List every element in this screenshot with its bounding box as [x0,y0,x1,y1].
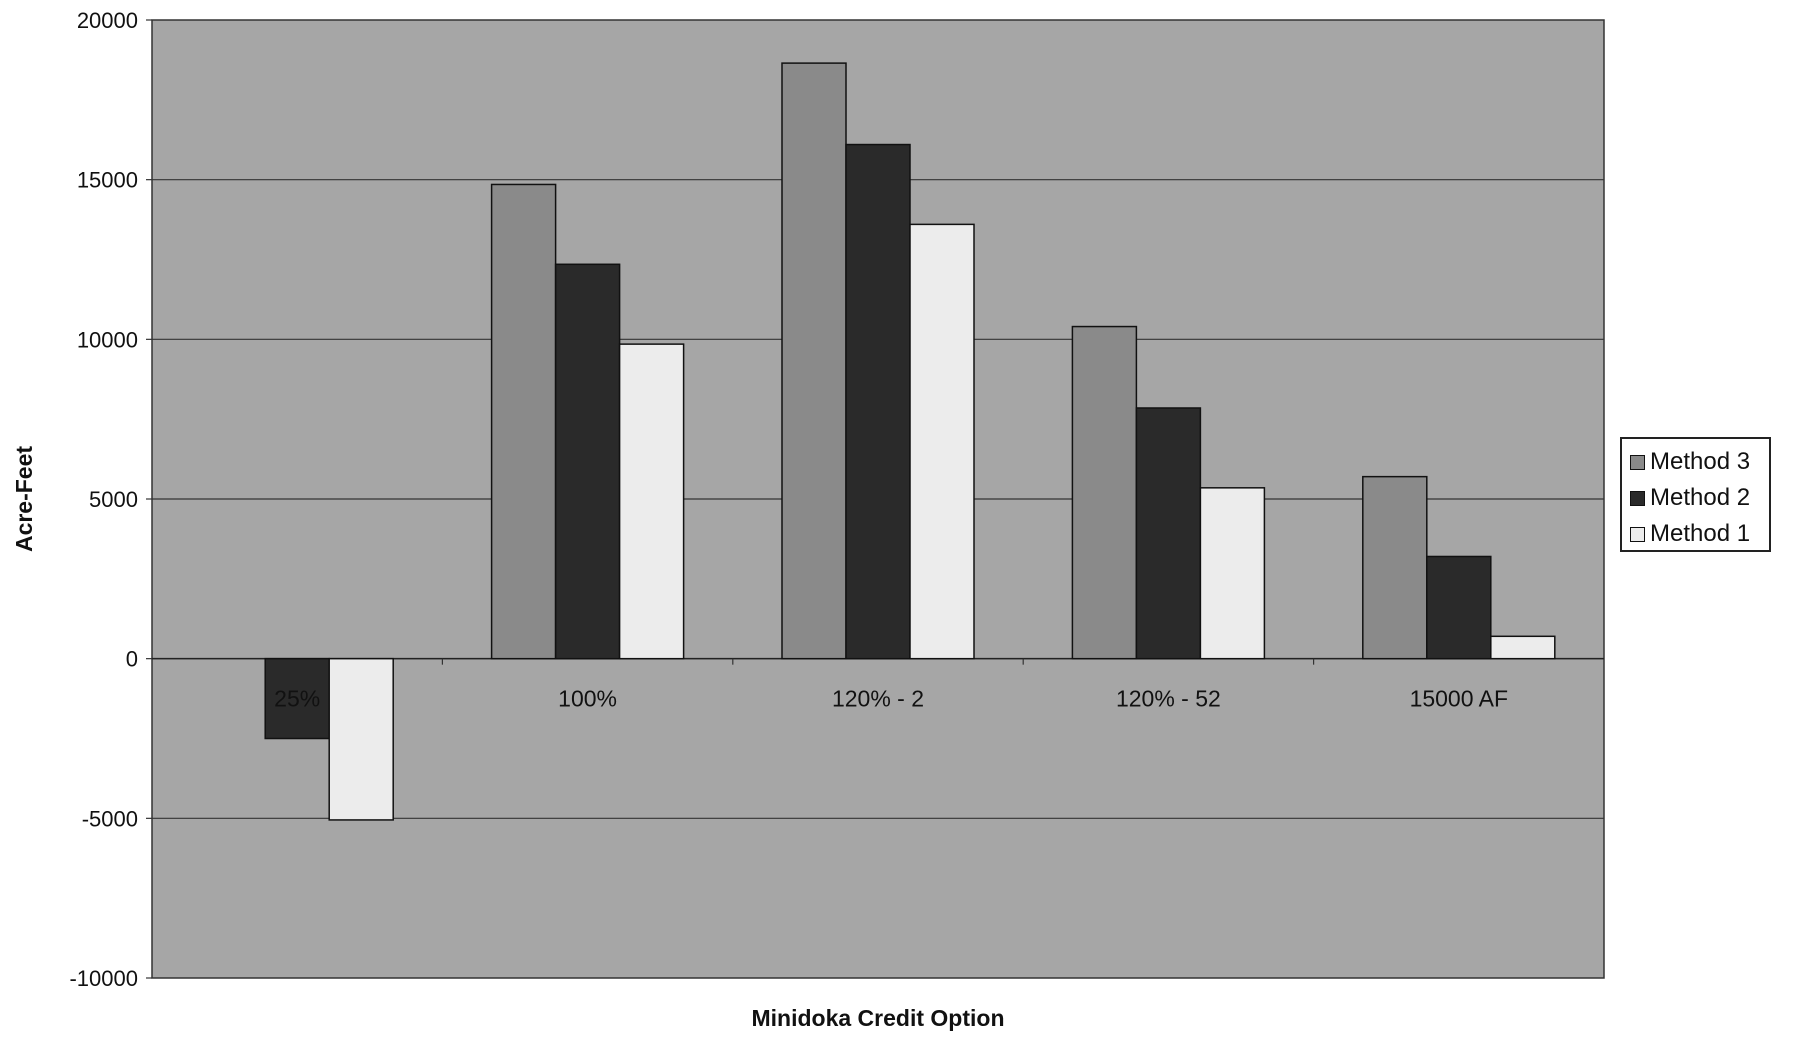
x-tick-label: 120% - 2 [832,686,924,712]
bar-method-1 [618,343,685,660]
x-axis-title: Minidoka Credit Option [752,1005,1005,1031]
category-labels: 25% 100% 120% - 2 120% - 52 15000 AF [274,658,1508,712]
bar-method-1 [1199,487,1266,660]
x-tick-label: 25% [274,686,320,712]
bar-method-2 [554,263,621,660]
legend-item-method-1: Method 1 [1630,516,1769,552]
legend-item-method-3: Method 3 [1630,444,1769,480]
y-tick-label: -10000 [69,966,138,991]
bar-method-3 [490,183,557,660]
x-tick-label: 15000 AF [1410,686,1508,712]
y-tick-label: -5000 [82,806,138,831]
legend-item-method-2: Method 2 [1630,480,1769,516]
bar-method-2 [845,143,911,660]
bar-method-3 [781,62,847,660]
bar-method-1 [1490,635,1556,660]
legend-label: Method 1 [1650,520,1751,547]
legend: Method 3 Method 2 Method 1 [1620,437,1771,552]
legend-label: Method 2 [1650,484,1751,511]
y-axis-title: Acre-Feet [11,446,37,552]
legend-swatch-method-1 [1630,526,1645,542]
bar-method-2 [1135,407,1202,660]
bar-method-3 [1071,325,1138,660]
bar-method-3 [1362,475,1428,660]
x-tick-label: 120% - 52 [1116,686,1221,712]
bar-method-1 [328,657,394,821]
y-tick-label: 0 [126,647,138,672]
bars [264,62,1556,821]
y-tick-label: 20000 [77,8,138,33]
bar-method-2 [264,657,330,740]
y-tick-label: 15000 [77,168,138,193]
legend-label: Method 3 [1650,448,1751,475]
x-tick-label: 100% [558,686,617,712]
y-axis-ticks: 20000 15000 10000 5000 0 -5000 -10000 [69,8,152,991]
legend-swatch-method-3 [1630,454,1645,470]
bar-method-1 [909,223,975,660]
legend-swatch-method-2 [1630,490,1645,506]
y-tick-label: 10000 [77,327,138,352]
bar-method-2 [1426,555,1492,660]
y-tick-label: 5000 [89,487,138,512]
